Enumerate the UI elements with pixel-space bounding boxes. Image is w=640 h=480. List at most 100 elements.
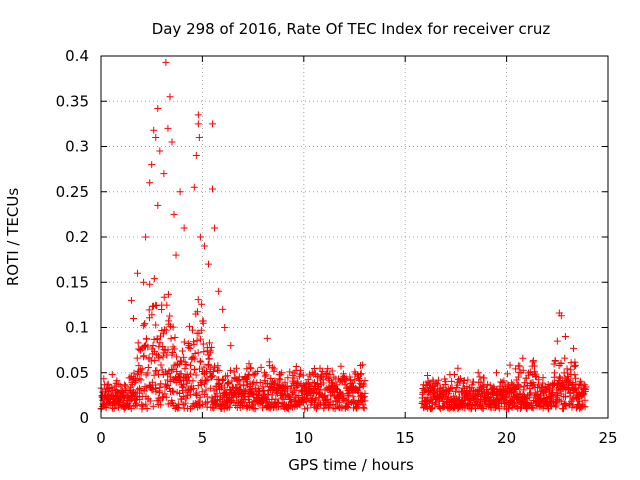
data-point <box>202 377 210 385</box>
data-point <box>500 377 508 385</box>
data-point <box>284 374 292 382</box>
data-point <box>346 373 354 381</box>
data-point <box>577 381 585 389</box>
data-point <box>215 287 223 295</box>
data-point <box>181 365 189 373</box>
data-point <box>164 290 172 298</box>
data-point <box>336 398 344 406</box>
data-point <box>133 354 141 362</box>
data-point <box>195 133 203 141</box>
data-point <box>201 380 209 388</box>
data-point <box>129 314 137 322</box>
data-point <box>360 392 368 400</box>
y-tick-label: 0.1 <box>65 319 89 337</box>
data-point <box>175 404 183 412</box>
data-point <box>156 339 164 347</box>
y-tick-label: 0.35 <box>56 92 89 110</box>
data-point <box>152 321 160 329</box>
data-point <box>268 391 276 399</box>
data-point <box>230 368 238 376</box>
data-point <box>163 301 171 309</box>
data-point <box>152 133 160 141</box>
data-point <box>572 374 580 382</box>
data-point <box>251 371 259 379</box>
data-point <box>150 126 158 134</box>
data-point <box>142 233 150 241</box>
data-point <box>194 111 202 119</box>
data-point <box>149 402 157 410</box>
data-point <box>140 278 148 286</box>
data-point <box>570 344 578 352</box>
data-point <box>572 361 580 369</box>
data-point <box>179 347 187 355</box>
data-point <box>151 356 159 364</box>
data-point <box>525 394 533 402</box>
data-point <box>223 380 231 388</box>
data-point <box>262 371 270 379</box>
data-point <box>287 385 295 393</box>
data-point <box>360 380 368 388</box>
data-point <box>328 367 336 375</box>
data-point <box>360 404 368 412</box>
data-point <box>557 359 565 367</box>
data-point <box>477 378 485 386</box>
data-point <box>157 380 165 388</box>
data-point <box>567 359 575 367</box>
x-tick-label: 10 <box>294 429 313 447</box>
data-point <box>236 381 244 389</box>
data-point <box>506 361 514 369</box>
data-point <box>149 341 157 349</box>
data-point <box>196 402 204 410</box>
data-point <box>516 362 524 370</box>
data-point <box>189 338 197 346</box>
data-point <box>434 381 442 389</box>
data-point <box>468 381 476 389</box>
data-point <box>286 368 294 376</box>
data-point <box>169 323 177 331</box>
y-tick-label: 0.15 <box>56 273 89 291</box>
data-point <box>338 403 346 411</box>
data-point <box>308 369 316 377</box>
data-point <box>104 380 112 388</box>
data-point <box>357 362 365 370</box>
data-point <box>146 280 154 288</box>
data-point <box>111 382 119 390</box>
data-point <box>108 384 116 392</box>
data-point <box>263 334 271 342</box>
data-point <box>512 385 520 393</box>
data-point <box>133 402 141 410</box>
data-point <box>198 300 206 308</box>
x-axis-title: GPS time / hours <box>288 456 414 474</box>
data-point <box>227 342 235 350</box>
data-point <box>209 185 217 193</box>
data-point <box>553 337 561 345</box>
data-point <box>200 363 208 371</box>
data-point <box>424 371 432 379</box>
data-point <box>528 403 536 411</box>
data-point <box>539 374 547 382</box>
data-point <box>168 138 176 146</box>
data-point <box>548 388 556 396</box>
data-point <box>342 395 350 403</box>
data-point <box>100 396 108 404</box>
data-point <box>454 364 462 372</box>
data-point <box>480 374 488 382</box>
x-axis-ticks: 0 5 10 15 20 25 <box>96 56 618 447</box>
data-point <box>177 357 185 365</box>
data-point <box>244 372 252 380</box>
data-point <box>166 312 174 320</box>
data-point <box>555 373 563 381</box>
data-point <box>143 335 151 343</box>
data-point <box>476 373 484 381</box>
data-point <box>245 360 253 368</box>
data-point <box>102 400 110 408</box>
data-point <box>442 378 450 386</box>
data-point <box>176 389 184 397</box>
data-point <box>197 335 205 343</box>
data-point <box>180 381 188 389</box>
data-points <box>97 58 590 413</box>
data-point <box>464 376 472 384</box>
data-point <box>581 403 589 411</box>
data-point <box>192 152 200 160</box>
data-point <box>292 362 300 370</box>
